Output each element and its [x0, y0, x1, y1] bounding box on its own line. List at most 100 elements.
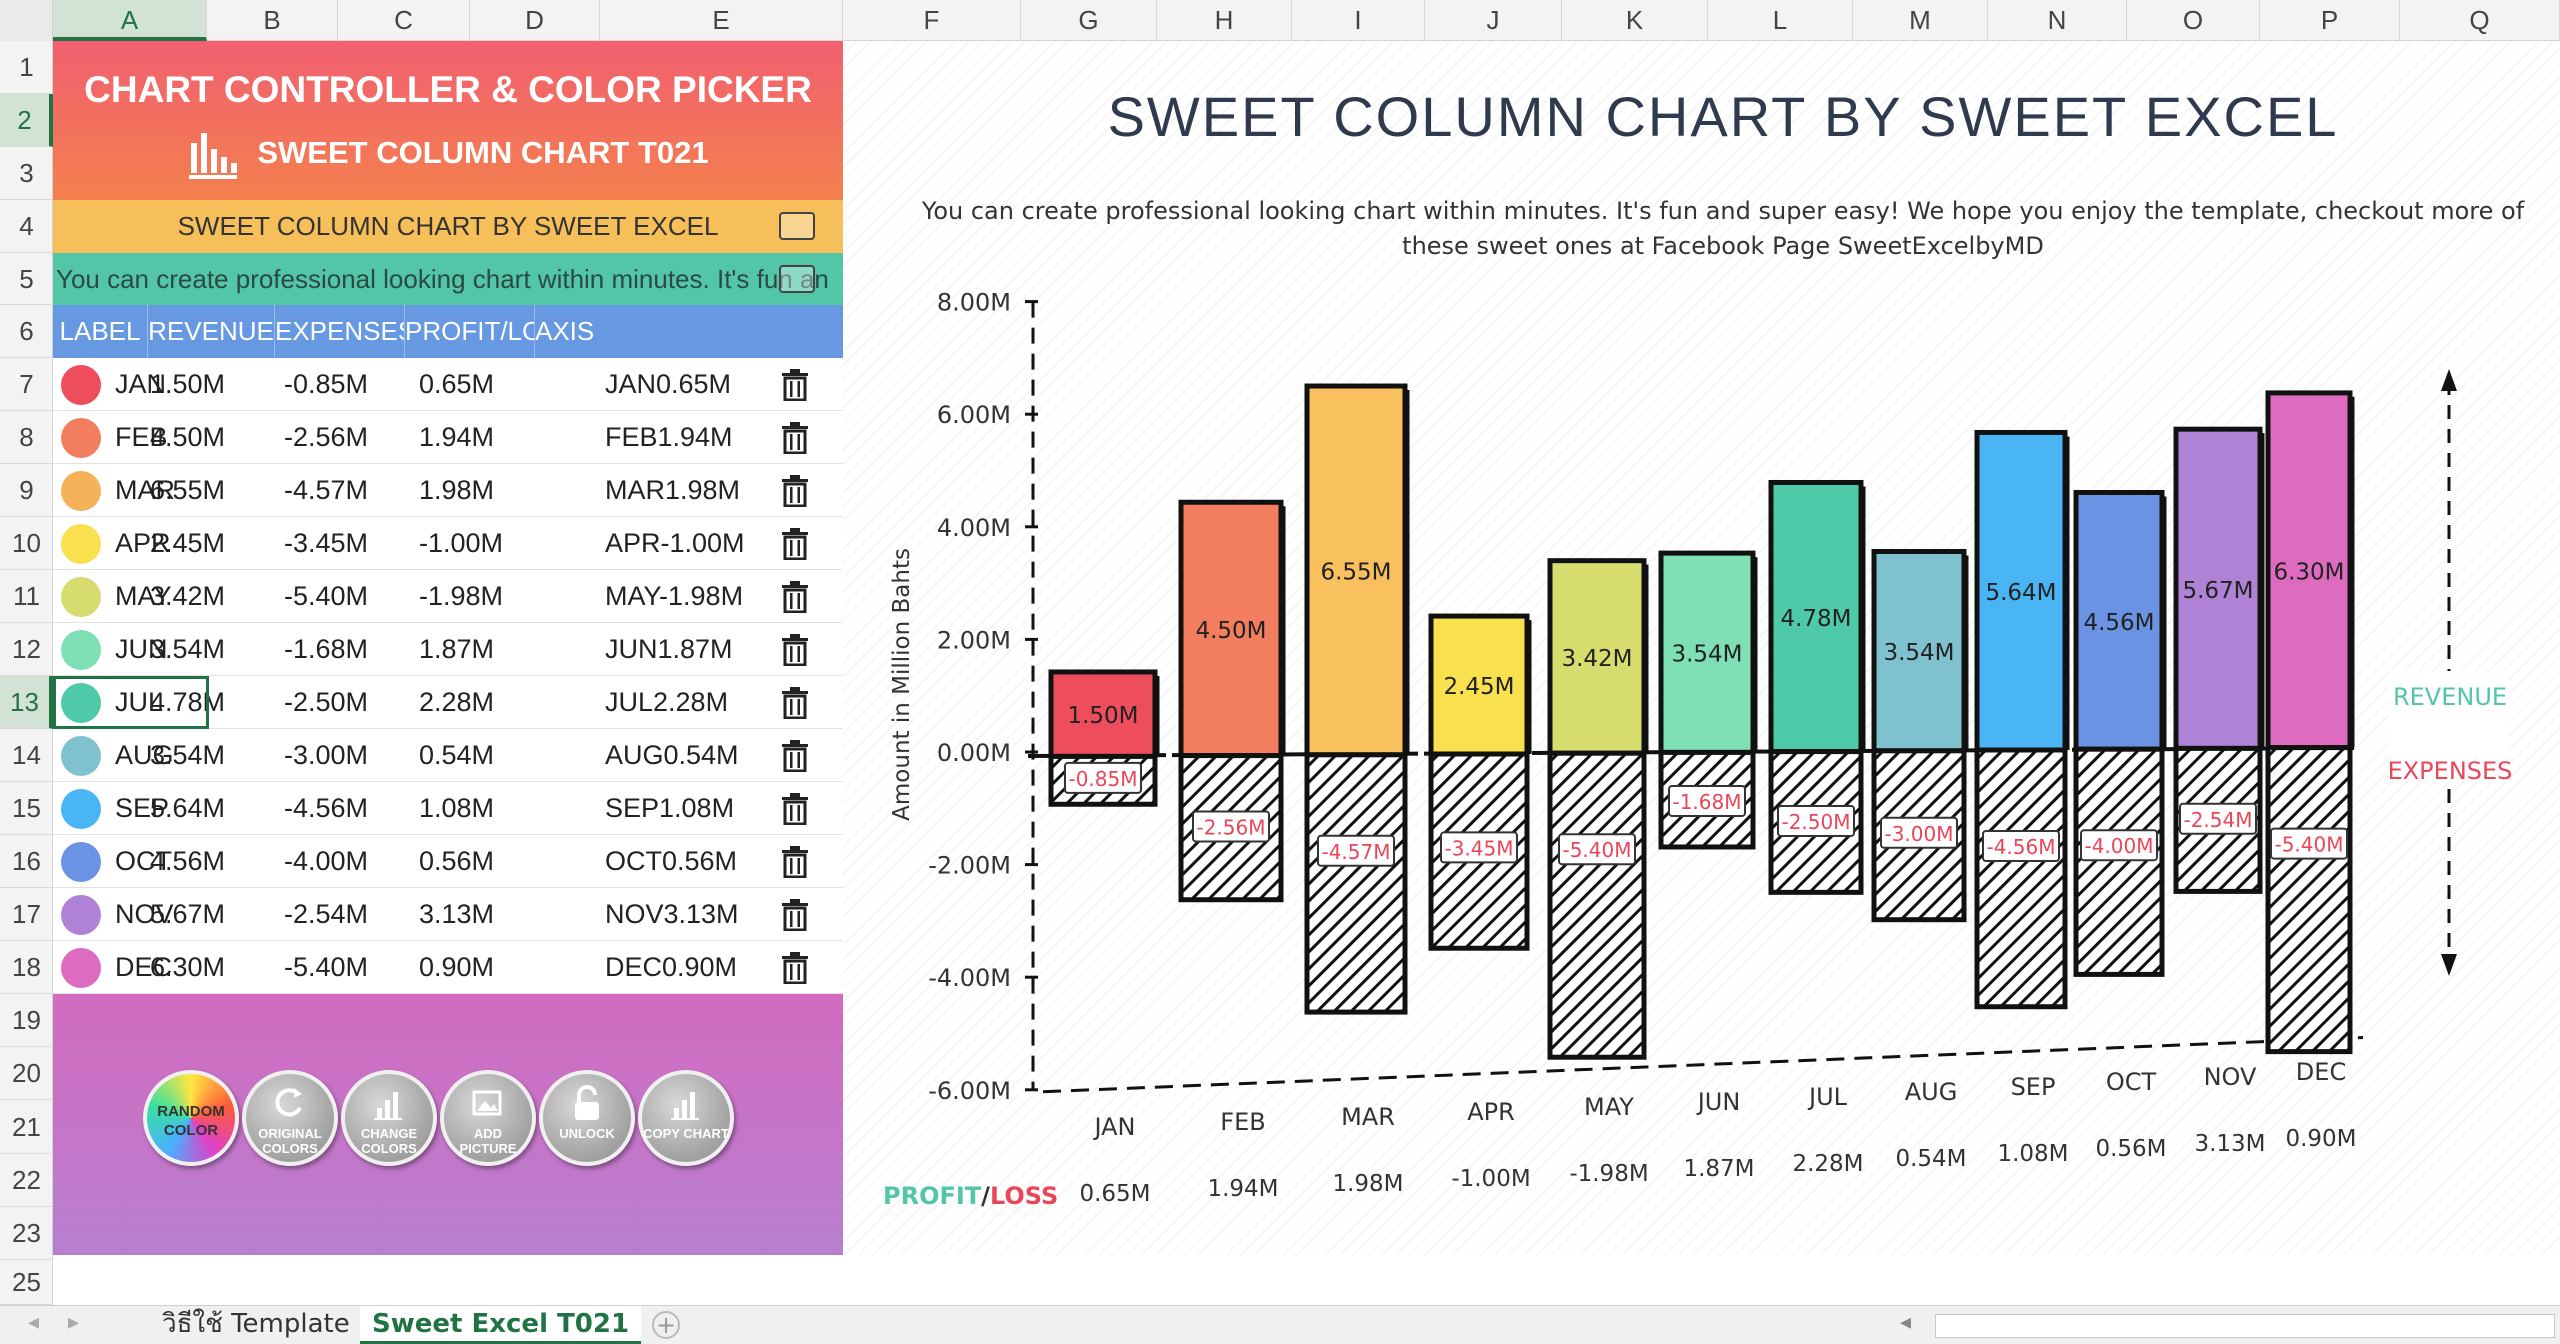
- row-header-19[interactable]: 19: [0, 994, 53, 1047]
- trash-icon[interactable]: [780, 952, 810, 984]
- color-swatch[interactable]: [61, 365, 101, 405]
- row-axis-label[interactable]: MAY-1.98M: [605, 581, 744, 611]
- row-profit-loss[interactable]: 0.65M: [419, 369, 495, 399]
- row-profit-loss[interactable]: 0.54M: [419, 740, 495, 770]
- row-header-14[interactable]: 14: [0, 729, 53, 782]
- row-expenses[interactable]: -4.56M: [284, 793, 369, 823]
- column-header-m[interactable]: M: [1853, 0, 1988, 41]
- row-profit-loss[interactable]: 1.98M: [419, 475, 495, 505]
- row-label[interactable]: DEC: [115, 952, 173, 982]
- row-profit-loss[interactable]: -1.98M: [419, 581, 504, 611]
- row-label[interactable]: JUN: [115, 634, 168, 664]
- row-expenses[interactable]: -3.45M: [284, 528, 369, 558]
- expense-bar[interactable]: [2265, 745, 2353, 1055]
- row-expenses[interactable]: -2.50M: [284, 687, 369, 717]
- color-swatch[interactable]: [61, 577, 101, 617]
- row-revenue[interactable]: 4.56M: [150, 846, 226, 876]
- color-swatch[interactable]: [61, 895, 101, 935]
- expense-bar[interactable]: [1547, 750, 1647, 1060]
- tab-template-howto[interactable]: วิธีใช้ Template: [162, 1309, 350, 1339]
- trash-icon[interactable]: [780, 528, 810, 560]
- row-label[interactable]: OCT: [115, 846, 172, 876]
- row-header-23[interactable]: 23: [0, 1207, 53, 1260]
- column-header-j[interactable]: J: [1425, 0, 1562, 41]
- row-revenue[interactable]: 4.78M: [150, 687, 226, 717]
- column-header-n[interactable]: N: [1988, 0, 2127, 41]
- revenue-bar[interactable]: [2265, 390, 2353, 751]
- chart-subtitle-input-cell[interactable]: You can create professional looking char…: [53, 253, 843, 305]
- select-all-corner[interactable]: [0, 0, 53, 41]
- row-expenses[interactable]: -5.40M: [284, 581, 369, 611]
- row-label[interactable]: AUG: [115, 740, 174, 770]
- row-expenses[interactable]: -4.00M: [284, 846, 369, 876]
- horizontal-scrollbar[interactable]: [1935, 1314, 2555, 1338]
- row-label[interactable]: JUL: [115, 687, 164, 717]
- row-revenue[interactable]: 1.50M: [150, 369, 226, 399]
- copy-chart-button[interactable]: COPY CHART: [638, 1070, 734, 1166]
- chart-title-input-cell[interactable]: SWEET COLUMN CHART BY SWEET EXCEL: [53, 200, 843, 253]
- row-axis-label[interactable]: SEP1.08M: [605, 793, 735, 823]
- column-header-f[interactable]: F: [843, 0, 1021, 41]
- column-header-e[interactable]: E: [600, 0, 843, 41]
- color-swatch[interactable]: [61, 683, 101, 723]
- random-color-button[interactable]: RANDOM COLOR: [143, 1070, 239, 1166]
- row-header-5[interactable]: 5: [0, 253, 53, 305]
- row-revenue[interactable]: 4.50M: [150, 422, 226, 452]
- row-profit-loss[interactable]: 3.13M: [419, 899, 495, 929]
- row-revenue[interactable]: 6.55M: [150, 475, 226, 505]
- row-header-9[interactable]: 9: [0, 464, 53, 517]
- row-header-2[interactable]: 2: [0, 94, 53, 147]
- row-axis-label[interactable]: JUN1.87M: [605, 634, 733, 664]
- row-label[interactable]: NOV: [115, 899, 174, 929]
- row-label[interactable]: APR: [115, 528, 171, 558]
- row-header-18[interactable]: 18: [0, 941, 53, 994]
- revenue-bar[interactable]: [1304, 383, 1408, 758]
- trash-icon[interactable]: [780, 422, 810, 454]
- row-header-7[interactable]: 7: [0, 358, 53, 411]
- column-header-q[interactable]: Q: [2400, 0, 2560, 41]
- row-profit-loss[interactable]: -1.00M: [419, 528, 504, 558]
- column-chart[interactable]: SWEET COLUMN CHART BY SWEET EXCEL You can…: [843, 41, 2560, 1255]
- row-revenue[interactable]: 6.30M: [150, 952, 226, 982]
- column-header-c[interactable]: C: [338, 0, 470, 41]
- trash-icon[interactable]: [780, 687, 810, 719]
- revenue-bar[interactable]: [2073, 489, 2165, 752]
- row-profit-loss[interactable]: 1.87M: [419, 634, 495, 664]
- column-header-d[interactable]: D: [470, 0, 600, 41]
- row-axis-label[interactable]: DEC0.90M: [605, 952, 738, 982]
- color-swatch[interactable]: [61, 948, 101, 988]
- row-expenses[interactable]: -4.57M: [284, 475, 369, 505]
- row-axis-label[interactable]: OCT0.56M: [605, 846, 738, 876]
- row-expenses[interactable]: -1.68M: [284, 634, 369, 664]
- color-swatch[interactable]: [61, 524, 101, 564]
- row-expenses[interactable]: -5.40M: [284, 952, 369, 982]
- color-swatch[interactable]: [61, 842, 101, 882]
- edit-icon[interactable]: [779, 212, 815, 240]
- row-label[interactable]: JAN: [115, 369, 167, 399]
- row-axis-label[interactable]: JAN0.65M: [605, 369, 732, 399]
- row-expenses[interactable]: -0.85M: [284, 369, 369, 399]
- prev-sheet-icon[interactable]: ◂: [28, 1310, 40, 1335]
- row-profit-loss[interactable]: 1.94M: [419, 422, 495, 452]
- color-swatch[interactable]: [61, 630, 101, 670]
- column-header-k[interactable]: K: [1562, 0, 1708, 41]
- trash-icon[interactable]: [780, 369, 810, 401]
- revenue-bar[interactable]: [1658, 550, 1756, 755]
- row-header-13[interactable]: 13: [0, 676, 53, 729]
- row-header-6[interactable]: 6: [0, 305, 53, 358]
- row-revenue[interactable]: 5.67M: [150, 899, 226, 929]
- revenue-bar[interactable]: [1768, 479, 1864, 755]
- row-axis-label[interactable]: JUL2.28M: [605, 687, 729, 717]
- row-profit-loss[interactable]: 1.08M: [419, 793, 495, 823]
- color-swatch[interactable]: [61, 471, 101, 511]
- edit-icon[interactable]: [779, 265, 815, 293]
- row-header-25[interactable]: 25: [0, 1260, 53, 1305]
- row-profit-loss[interactable]: 0.56M: [419, 846, 495, 876]
- row-axis-label[interactable]: FEB1.94M: [605, 422, 733, 452]
- row-axis-label[interactable]: NOV3.13M: [605, 899, 739, 929]
- row-header-21[interactable]: 21: [0, 1100, 53, 1154]
- color-swatch[interactable]: [61, 789, 101, 829]
- expense-bar[interactable]: [1304, 752, 1408, 1015]
- column-header-h[interactable]: H: [1157, 0, 1292, 41]
- add-picture-button[interactable]: ADD PICTURE: [440, 1070, 536, 1166]
